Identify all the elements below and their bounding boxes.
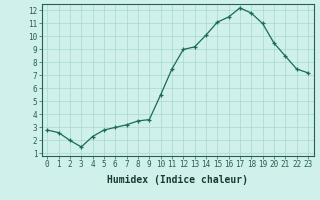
X-axis label: Humidex (Indice chaleur): Humidex (Indice chaleur) <box>107 175 248 185</box>
